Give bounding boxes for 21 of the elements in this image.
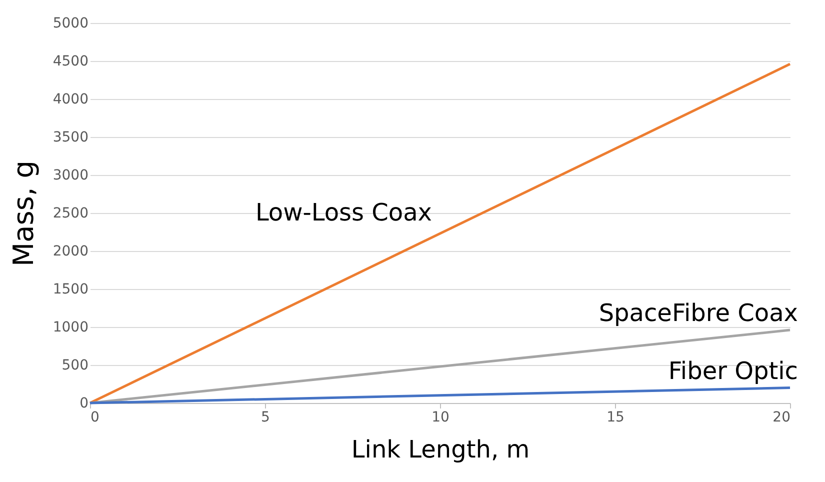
- series-label: Fiber Optic: [668, 356, 798, 385]
- series-label: Low-Loss Coax: [255, 198, 432, 227]
- y-axis-title: Mass, g: [6, 160, 40, 267]
- y-tick-label: 3000: [52, 168, 88, 184]
- y-tick-label: 2000: [52, 244, 88, 260]
- y-tick-label: 3500: [52, 130, 88, 146]
- x-tick-label: 0: [90, 410, 100, 426]
- x-tick-label: 15: [606, 410, 624, 426]
- y-tick-label: 1500: [52, 282, 88, 298]
- y-tick-label: 500: [62, 358, 88, 374]
- y-tick-label: 4500: [52, 54, 88, 70]
- y-tick-label: 4000: [52, 92, 88, 108]
- x-axis-title: Link Length, m: [351, 436, 530, 464]
- y-tick-label: 1000: [52, 320, 88, 336]
- x-tick-label: 5: [261, 410, 270, 426]
- x-tick-label: 20: [772, 410, 790, 426]
- y-tick-label: 0: [80, 396, 88, 412]
- series-label: SpaceFibre Coax: [598, 299, 798, 328]
- y-tick-label: 2500: [52, 206, 88, 222]
- x-tick-label: 10: [432, 410, 450, 426]
- y-tick-label: 5000: [52, 16, 88, 32]
